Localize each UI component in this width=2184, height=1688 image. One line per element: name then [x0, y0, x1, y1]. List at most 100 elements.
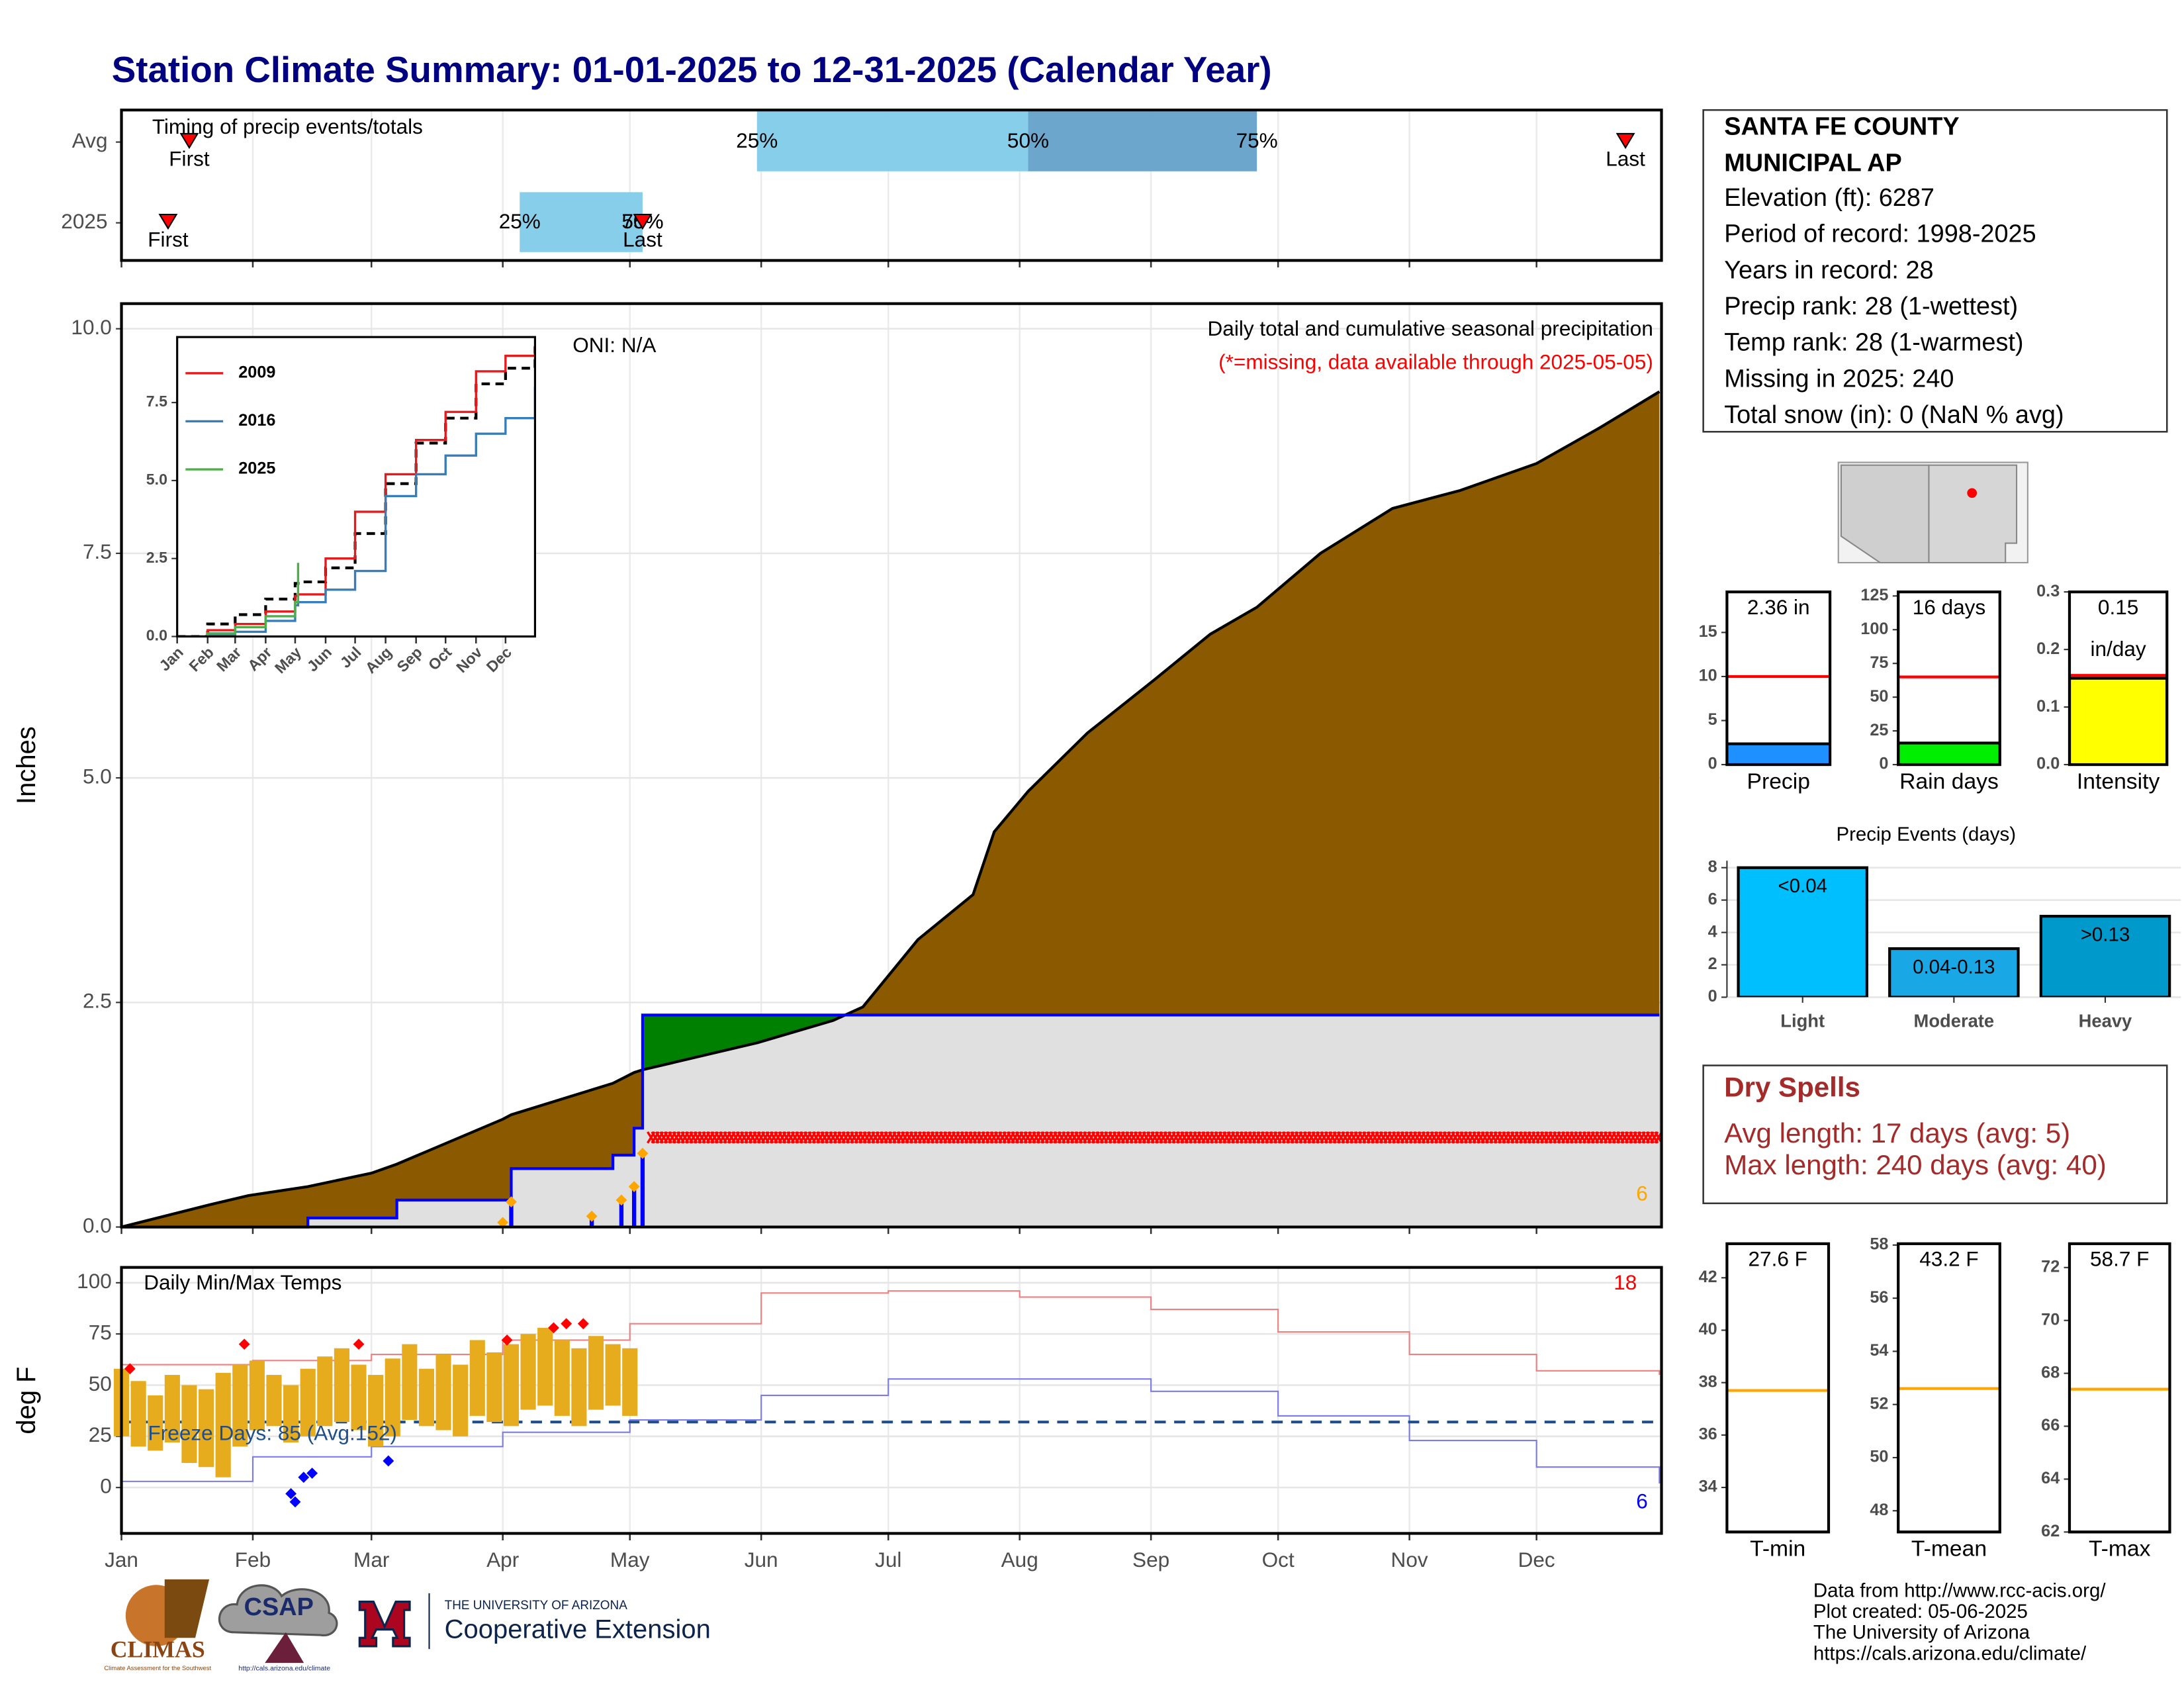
- temp-range-bar: [181, 1385, 197, 1464]
- plot-background: [1727, 592, 1831, 765]
- record-marker: [306, 1468, 318, 1479]
- y-tick-label: 125: [1860, 586, 1888, 604]
- x-tick-label: May: [610, 1548, 650, 1571]
- quartile-label: 75%: [1236, 128, 1278, 152]
- dry-spells-box: [1702, 1064, 2168, 1205]
- y-tick-label: 7.5: [83, 539, 112, 563]
- chart-title: Daily Min/Max Temps: [144, 1270, 341, 1294]
- x-tick-label: Jun: [745, 1548, 778, 1571]
- y-tick-label: 0.1: [2036, 697, 2060, 716]
- legend-label: 2016: [238, 411, 275, 430]
- y-tick-label: 10.0: [71, 315, 111, 339]
- logo-text: Cooperative Extension: [445, 1615, 711, 1644]
- y-tick-label: 6: [1708, 890, 1717, 908]
- value-label: >0.13: [2081, 923, 2130, 945]
- series-line: [177, 346, 535, 637]
- y-tick-label: 5.0: [146, 471, 167, 488]
- y-tick-label: 0: [1879, 755, 1888, 773]
- map-state: [1928, 464, 2018, 564]
- unit-label: in/day: [2091, 637, 2146, 661]
- y-tick-label: 100: [77, 1269, 112, 1293]
- daily-bar: [631, 1186, 637, 1227]
- y-tick-label: 40: [1699, 1320, 1717, 1338]
- y-tick-label: 2.5: [146, 549, 167, 566]
- y-axis-label: deg F: [12, 1366, 41, 1434]
- plot-background: [1727, 1243, 1829, 1532]
- temp-range-bar: [571, 1348, 587, 1427]
- y-tick-label: 0: [100, 1474, 112, 1497]
- locator-map: [1837, 461, 2028, 564]
- daily-bar: [509, 1201, 514, 1227]
- dry-spells-title: Dry Spells: [1724, 1071, 1860, 1102]
- freeze-label: Freeze Days: 85 (Avg:152): [148, 1421, 397, 1444]
- station-detail: Temp rank: 28 (1-warmest): [1724, 329, 2023, 357]
- y-tick-label: 48: [1870, 1501, 1888, 1519]
- temp-range-bar: [249, 1360, 265, 1430]
- category-label: Precip: [1747, 769, 1810, 794]
- y-tick-label: 50: [1870, 1448, 1888, 1466]
- station-detail: Total snow (in): 0 (NaN % avg): [1724, 401, 2064, 429]
- y-tick-label: 100: [1860, 620, 1888, 638]
- temp-range-bar: [130, 1381, 146, 1447]
- y-tick-label: 50: [1870, 687, 1888, 706]
- row-label: 2025: [61, 209, 107, 233]
- logo-text: CLIMAS: [111, 1636, 205, 1663]
- climas-logo: [164, 1579, 210, 1638]
- value-label: 0.15: [2098, 595, 2138, 619]
- chart-subtitle: (*=missing, data available through 2025-…: [1218, 350, 1653, 373]
- quartile-bar: [520, 192, 643, 252]
- quartile-bar: [756, 111, 1028, 171]
- y-tick-label: 42: [1699, 1268, 1717, 1286]
- y-tick-label: 50: [89, 1372, 112, 1395]
- plot-border: [176, 336, 536, 638]
- category-label: T-min: [1750, 1537, 1805, 1562]
- event-label: First: [148, 227, 189, 251]
- category-label: T-mean: [1911, 1537, 1987, 1562]
- y-tick-label: 7.5: [146, 393, 167, 410]
- plot-border: [1725, 590, 1832, 767]
- dry-spells-line: Max length: 240 days (avg: 40): [1724, 1149, 2107, 1180]
- temp-range-bar: [266, 1375, 282, 1427]
- plot-border: [2068, 1242, 2171, 1534]
- csap-logo: [265, 1632, 304, 1664]
- logo-text: http://cals.arizona.edu/climate: [238, 1664, 330, 1672]
- plot-border: [1897, 590, 2001, 767]
- plot-border: [120, 302, 1663, 1229]
- y-tick-label: 75: [1870, 653, 1888, 672]
- legend-label: 2009: [238, 363, 275, 382]
- temp-range-bar: [317, 1356, 333, 1427]
- x-tick-label: Jan: [105, 1548, 138, 1571]
- y-tick-label: 38: [1699, 1372, 1717, 1391]
- quartile-label: 25%: [499, 209, 541, 233]
- category-label: Intensity: [2077, 769, 2160, 794]
- temp-range-bar: [605, 1344, 621, 1406]
- event-marker: [158, 213, 178, 230]
- average-line: [121, 390, 1661, 1229]
- station-detail: Missing in 2025: 240: [1724, 365, 1954, 393]
- plot-border: [2068, 590, 2169, 767]
- daily-marker: [637, 1147, 649, 1159]
- temp-range-bar: [622, 1348, 638, 1416]
- footer-line: The University of Arizona: [1813, 1622, 2030, 1644]
- temp-range-bar: [215, 1372, 231, 1477]
- logo-text: Climate Assessment for the Southwest: [104, 1665, 211, 1672]
- event-marker: [179, 132, 199, 150]
- temp-range-bar: [300, 1368, 316, 1436]
- value-label: 58.7 F: [2090, 1246, 2149, 1270]
- y-tick-label: 5.0: [83, 764, 112, 788]
- below-area: [121, 1015, 1660, 1227]
- temp-range-bar: [198, 1389, 214, 1468]
- y-tick-label: 0.2: [2036, 639, 2060, 658]
- quartile-label: 25%: [736, 128, 778, 152]
- station-location: [1967, 488, 1978, 498]
- temp-range-bar: [402, 1344, 418, 1421]
- x-tick-label: Aug: [1001, 1548, 1038, 1571]
- chart-title: Precip Events (days): [1836, 823, 2016, 845]
- logo-text: THE UNIVERSITY OF ARIZONA: [445, 1599, 628, 1613]
- temp-range-bar: [368, 1375, 384, 1447]
- y-tick-label: 52: [1870, 1394, 1888, 1413]
- temp-range-bar: [232, 1364, 248, 1447]
- y-tick-label: 0.0: [83, 1213, 112, 1237]
- y-tick-label: 64: [2041, 1469, 2060, 1487]
